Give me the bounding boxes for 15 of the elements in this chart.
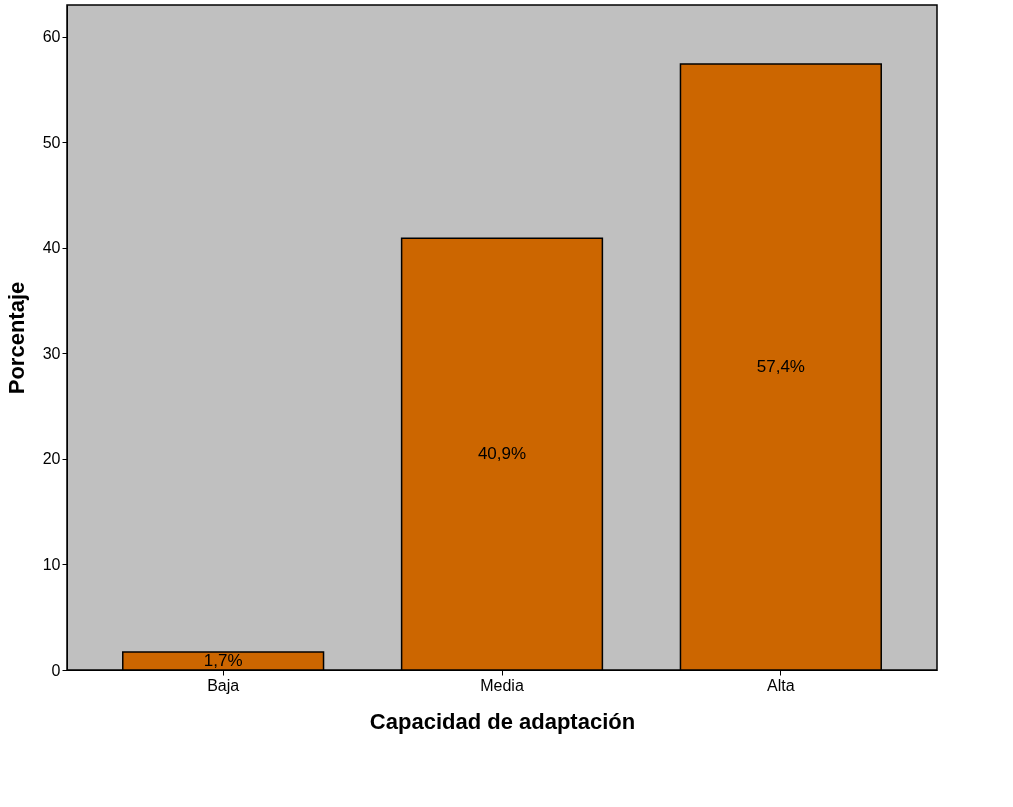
y-tick-label: 40 bbox=[42, 239, 61, 257]
x-tick-label: Media bbox=[480, 676, 524, 694]
data-label: 57,4% bbox=[756, 357, 805, 377]
y-tick-label: 30 bbox=[42, 344, 61, 362]
y-tick-label: 20 bbox=[42, 450, 61, 468]
y-tick-label: 10 bbox=[42, 555, 61, 573]
y-axis-title: Porcentaje bbox=[3, 281, 29, 395]
x-tick-label: Baja bbox=[207, 676, 240, 694]
y-tick-label: 60 bbox=[42, 28, 61, 46]
x-tick-label: Alta bbox=[767, 676, 795, 694]
data-label: 40,9% bbox=[477, 444, 527, 464]
x-axis-title: Capacidad de adaptación bbox=[369, 708, 636, 734]
y-tick-label: 50 bbox=[42, 133, 61, 151]
y-tick-label: 0 bbox=[51, 661, 61, 679]
data-label: 1,7% bbox=[203, 651, 243, 671]
